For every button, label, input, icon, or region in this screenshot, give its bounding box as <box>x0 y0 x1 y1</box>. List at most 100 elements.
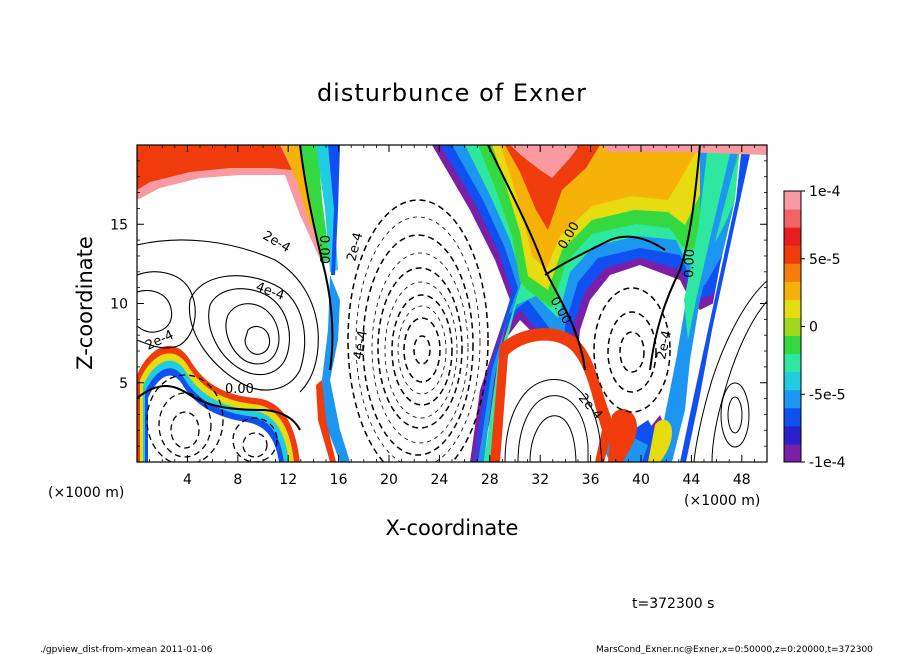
y-axis-ticks: 5 10 15 <box>110 160 767 447</box>
plume-left-cyan <box>316 145 338 272</box>
colorbar-swatch <box>784 353 801 373</box>
neg-contour <box>384 281 458 419</box>
colorbar-swatch <box>784 407 801 427</box>
plume-left-green <box>300 145 330 262</box>
colorbar-swatches <box>784 191 801 463</box>
x-axis-ticks: 4 8 12 16 20 24 28 32 36 40 44 48 <box>149 145 755 488</box>
x-axis-label: X-coordinate <box>386 516 519 540</box>
pos-contour <box>208 288 291 376</box>
plume-right-blue-edge <box>680 145 752 462</box>
contour-label: 0.00 <box>225 382 254 397</box>
colorbar-swatch <box>784 299 801 318</box>
neg-contour <box>146 374 224 462</box>
color-field <box>137 145 767 462</box>
x-tick-label: 36 <box>582 472 600 488</box>
blob-bottom-right-2 <box>648 419 672 462</box>
contour-label: 4e-4 <box>351 329 371 360</box>
footer-left: ./gpview_dist-from-xmean 2011-01-06 <box>40 645 213 654</box>
pos-contour <box>727 396 743 434</box>
pos-contour <box>244 325 271 355</box>
y-tick-label: 5 <box>119 376 128 392</box>
x-tick-label: 20 <box>380 472 398 488</box>
colorbar: 1e-4 5e-5 0 -5e-5 -1e-4 <box>783 184 846 471</box>
colorbar-ticks: 1e-4 5e-5 0 -5e-5 -1e-4 <box>801 184 846 471</box>
colorbar-swatch <box>784 191 801 210</box>
x-tick-label: 48 <box>733 472 751 488</box>
neg-contour <box>391 294 453 406</box>
neg-contour <box>403 317 441 383</box>
contour-lines <box>137 145 767 462</box>
contour-label: 2e-4 <box>344 231 366 263</box>
dome-left-inner <box>148 375 279 462</box>
colorbar-swatch <box>784 209 801 228</box>
x-tick-label: 24 <box>430 472 448 488</box>
plume-right-outer <box>656 145 740 462</box>
colorbar-tick-label: 5e-5 <box>809 252 840 268</box>
colorbar-swatch <box>784 281 801 300</box>
pos-contour <box>517 395 589 462</box>
neg-contour <box>377 267 463 429</box>
zero-contour <box>544 235 666 276</box>
zero-contour <box>487 145 586 371</box>
zero-contour <box>137 385 301 431</box>
pos-contour <box>225 303 280 365</box>
neg-contours-left <box>146 374 278 462</box>
contour-label: 2e-4 <box>654 329 675 361</box>
pos-contours-right <box>693 280 767 462</box>
zero-contours <box>137 145 701 431</box>
x-tick-label: 4 <box>183 472 192 488</box>
neg-contour <box>413 335 431 365</box>
neg-contour <box>242 432 268 458</box>
zero-contour <box>299 145 334 371</box>
colorbar-swatch <box>784 317 801 337</box>
time-stamp: t=372300 s <box>632 596 714 612</box>
plume-left-lower <box>322 275 350 462</box>
x-unit-label-right: (×1000 m) <box>684 493 760 509</box>
y-axis-label: Z-coordinate <box>73 236 97 370</box>
colorbar-swatch <box>784 443 801 463</box>
colorbar-swatch <box>784 389 801 409</box>
zero-contour <box>649 145 701 371</box>
neg-contour <box>607 311 657 393</box>
neg-contour <box>397 305 447 395</box>
field-topleft-orange <box>282 145 318 230</box>
colorbar-tick-label: -5e-5 <box>809 387 846 403</box>
x-tick-label: 32 <box>531 472 549 488</box>
chart-title: disturbunce of Exner <box>317 79 587 107</box>
pos-contour <box>137 271 196 349</box>
neg-contour <box>232 417 278 462</box>
y-tick-label: 15 <box>110 217 128 233</box>
neg-contour <box>158 392 212 458</box>
colorbar-swatch <box>784 335 801 355</box>
blob-bottom-right <box>608 408 637 462</box>
neg-contour <box>593 287 671 413</box>
neg-contours-right <box>593 287 671 413</box>
colorbar-swatch <box>784 227 801 246</box>
x-tick-label: 16 <box>330 472 348 488</box>
x-tick-label: 44 <box>682 472 700 488</box>
pos-contour <box>137 289 173 333</box>
pos-contours-mid <box>504 379 603 462</box>
colorbar-swatch <box>784 425 801 445</box>
field-topleft-warm <box>137 145 325 270</box>
y-tick-label: 10 <box>110 297 128 313</box>
pos-contour <box>529 415 577 462</box>
neg-contour <box>362 234 474 456</box>
pos-contour <box>188 275 306 391</box>
pos-contour <box>711 300 767 462</box>
colorbar-swatch <box>784 263 801 282</box>
footer-right: MarsCond_Exner.nc@Exner,x=0:50000,z=0:20… <box>596 645 873 654</box>
neg-contour <box>355 216 481 462</box>
x-tick-label: 8 <box>233 472 242 488</box>
field-topleft-red <box>137 145 292 190</box>
colorbar-tick-label: 0 <box>809 320 818 336</box>
plume-left-blue <box>328 145 340 275</box>
field-center-red <box>505 145 600 230</box>
pos-contour <box>137 239 319 393</box>
colorbar-swatch <box>784 245 801 264</box>
x-tick-label: 28 <box>481 472 499 488</box>
pos-contour <box>720 382 750 448</box>
plot-area: 0.00 0.00 0.00 0.00 0.00 2e-4 4e-4 2e-4 … <box>110 144 768 488</box>
colorbar-swatch <box>784 371 801 391</box>
